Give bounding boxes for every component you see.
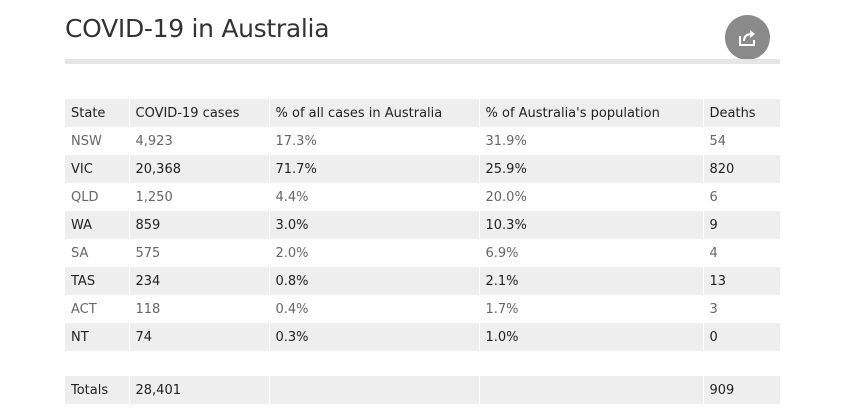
cell-pct-population: 31.9% (479, 127, 704, 155)
cell-state: NT (65, 323, 130, 351)
cell-deaths: 13 (703, 267, 781, 295)
share-icon (738, 29, 755, 46)
cell-pct-population: 20.0% (479, 183, 704, 211)
totals-label: Totals (65, 376, 130, 404)
totals-pct-population (479, 376, 704, 404)
totals-pct-cases (269, 376, 480, 404)
table-row: SA 575 2.0% 6.9% 4 (65, 239, 781, 267)
cell-cases: 4,923 (129, 127, 270, 155)
header-cases: COVID-19 cases (129, 99, 270, 127)
totals-deaths: 909 (703, 376, 781, 404)
table-spacer-row (65, 351, 781, 376)
cell-cases: 234 (129, 267, 270, 295)
cell-cases: 20,368 (129, 155, 270, 183)
cell-deaths: 820 (703, 155, 781, 183)
spacer-cell (65, 351, 781, 376)
cell-pct-population: 2.1% (479, 267, 704, 295)
cell-state: TAS (65, 267, 130, 295)
cell-state: WA (65, 211, 130, 239)
header-deaths: Deaths (703, 99, 781, 127)
cell-pct-cases: 17.3% (269, 127, 480, 155)
cell-state: NSW (65, 127, 130, 155)
table-row: WA 859 3.0% 10.3% 9 (65, 211, 781, 239)
cell-state: VIC (65, 155, 130, 183)
table-row: QLD 1,250 4.4% 20.0% 6 (65, 183, 781, 211)
cell-pct-cases: 0.8% (269, 267, 480, 295)
cell-deaths: 6 (703, 183, 781, 211)
cell-pct-population: 25.9% (479, 155, 704, 183)
table-row: TAS 234 0.8% 2.1% 13 (65, 267, 781, 295)
covid-cases-table: State COVID-19 cases % of all cases in A… (65, 99, 781, 404)
cell-state: SA (65, 239, 130, 267)
page-title: COVID-19 in Australia (65, 14, 330, 43)
cell-pct-cases: 71.7% (269, 155, 480, 183)
cell-pct-cases: 0.4% (269, 295, 480, 323)
cell-pct-population: 6.9% (479, 239, 704, 267)
table-row: ACT 118 0.4% 1.7% 3 (65, 295, 781, 323)
cell-cases: 118 (129, 295, 270, 323)
covid-table-container: State COVID-19 cases % of all cases in A… (65, 99, 781, 404)
cell-deaths: 4 (703, 239, 781, 267)
cell-deaths: 54 (703, 127, 781, 155)
share-button[interactable] (725, 15, 770, 60)
cell-state: QLD (65, 183, 130, 211)
cell-cases: 859 (129, 211, 270, 239)
cell-cases: 74 (129, 323, 270, 351)
cell-pct-population: 10.3% (479, 211, 704, 239)
table-row: NT 74 0.3% 1.0% 0 (65, 323, 781, 351)
header-state: State (65, 99, 130, 127)
cell-pct-cases: 4.4% (269, 183, 480, 211)
cell-pct-population: 1.7% (479, 295, 704, 323)
cell-cases: 575 (129, 239, 270, 267)
cell-pct-cases: 2.0% (269, 239, 480, 267)
cell-deaths: 0 (703, 323, 781, 351)
header-pct-population: % of Australia's population (479, 99, 704, 127)
cell-deaths: 9 (703, 211, 781, 239)
cell-pct-population: 1.0% (479, 323, 704, 351)
table-header-row: State COVID-19 cases % of all cases in A… (65, 99, 781, 127)
totals-row: Totals 28,401 909 (65, 376, 781, 404)
title-divider (65, 59, 780, 64)
header-pct-cases: % of all cases in Australia (269, 99, 480, 127)
cell-cases: 1,250 (129, 183, 270, 211)
cell-pct-cases: 0.3% (269, 323, 480, 351)
cell-pct-cases: 3.0% (269, 211, 480, 239)
cell-state: ACT (65, 295, 130, 323)
cell-deaths: 3 (703, 295, 781, 323)
table-row: VIC 20,368 71.7% 25.9% 820 (65, 155, 781, 183)
totals-cases: 28,401 (129, 376, 270, 404)
table-row: NSW 4,923 17.3% 31.9% 54 (65, 127, 781, 155)
